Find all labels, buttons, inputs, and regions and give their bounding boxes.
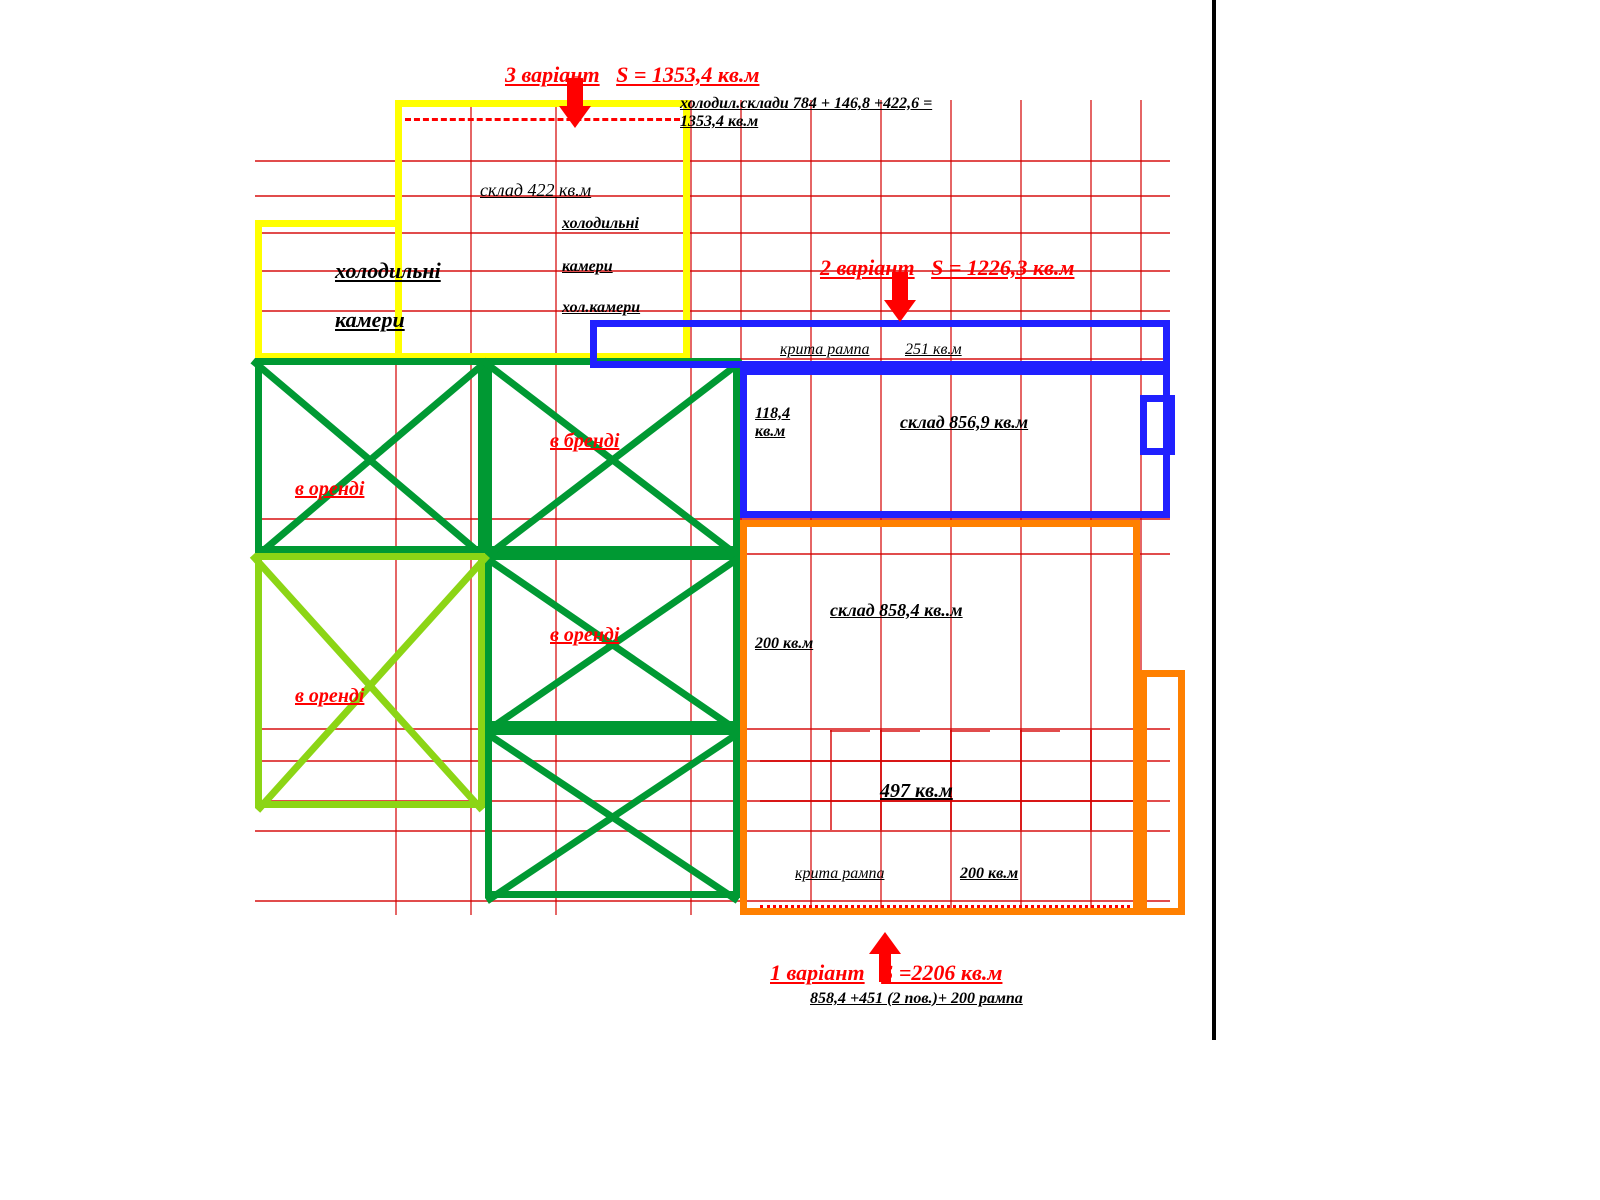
page-right-edge (1212, 0, 1216, 1040)
room-sklad8584: склад 858,4 кв..м (830, 600, 963, 621)
zone-blue-0 (590, 320, 1170, 368)
variant-v2-area: S = 1226,3 кв.м (931, 255, 1074, 280)
room-holod2: холодильні (562, 215, 639, 233)
room-holod1: холодильні (335, 258, 441, 284)
variant-v3-note: холодил.склади 784 + 146,8 +422,6 = 1353… (680, 95, 960, 131)
rent-r4: в оренді (550, 624, 619, 647)
arrow-v3 (560, 78, 590, 128)
room-rampbot: крита рампа (795, 865, 884, 883)
room-kamery1: камери (335, 307, 405, 333)
arrow-v1 (870, 932, 900, 982)
variant-v1-note: 858,4 +451 (2 пов.)+ 200 рампа (810, 990, 1023, 1008)
grid-h-0 (255, 160, 1170, 162)
room-118: 118,4 кв.м (755, 405, 815, 441)
zone-blue-2 (1140, 395, 1175, 455)
room-497: 497 кв.м (880, 780, 953, 803)
room-ramp251a: крита рампа (780, 341, 869, 359)
grid-h-1 (255, 195, 1170, 197)
zone-yellow-ext (255, 220, 395, 360)
variant-v2: 2 варіант S = 1226,3 кв.м (820, 255, 1074, 281)
floor-plan-diagram: { "canvas":{"w":1600,"h":1200,"bg":"#fff… (0, 0, 1600, 1200)
arrow-v2 (885, 272, 915, 322)
rent-r2: в бренді (550, 430, 619, 453)
variant-v3-area: S = 1353,4 кв.м (616, 62, 759, 87)
room-ramp251b: 251 кв.м (905, 341, 962, 359)
zone-blue-1 (740, 368, 1170, 518)
rent-r1: в оренді (295, 478, 364, 501)
zone-orange-0 (740, 520, 1140, 915)
room-sklad422: склад 422 кв.м (480, 180, 591, 201)
room-200b: 200 кв.м (960, 865, 1018, 883)
variant-v3: 3 варіант S = 1353,4 кв.м (505, 62, 759, 88)
zone-orange-1 (1140, 670, 1185, 915)
variant-v1-label: 1 варіант (770, 960, 865, 985)
room-200: 200 кв.м (755, 635, 813, 653)
room-sklad8569: склад 856,9 кв.м (900, 412, 1028, 433)
rent-r3: в оренді (295, 685, 364, 708)
room-holkam: хол.камери (562, 299, 640, 317)
room-kamery2: камери (562, 258, 613, 276)
